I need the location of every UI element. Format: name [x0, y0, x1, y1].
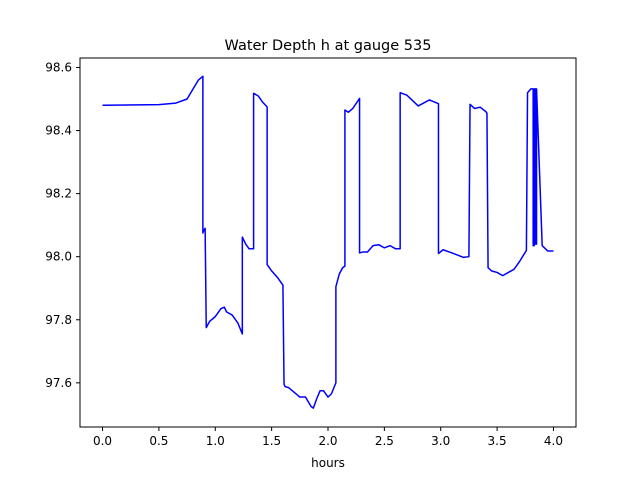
- x-tick-label: 0.0: [93, 434, 112, 448]
- y-tick-label: 98.0: [45, 250, 72, 264]
- plot-frame: [79, 57, 577, 428]
- series-layer: [102, 75, 554, 409]
- x-tick-label: 2.5: [375, 434, 394, 448]
- x-tick-label: 0.5: [149, 434, 168, 448]
- x-tick-label: 3.5: [488, 434, 507, 448]
- y-tick-label: 97.6: [45, 376, 72, 390]
- chart-title: Water Depth h at gauge 535: [225, 38, 432, 54]
- x-tick-label: 4.0: [544, 434, 563, 448]
- x-tick-label: 1.0: [206, 434, 225, 448]
- y-tick-label: 97.8: [45, 313, 72, 327]
- y-tick-label: 98.4: [45, 124, 72, 138]
- y-tick-label: 98.6: [45, 60, 72, 74]
- x-tick-label: 3.0: [431, 434, 450, 448]
- x-axis-label: hours: [311, 456, 345, 470]
- x-tick-label: 2.0: [318, 434, 337, 448]
- y-tick-label: 98.2: [45, 187, 72, 201]
- series-line: [102, 75, 554, 409]
- ticks-layer: 0.0 0.5 1.0 1.5 2.0 2.5 3.0 3.5 4.0 97.6 97.8 98.0 9…: [45, 60, 563, 448]
- x-tick-label: 1.5: [262, 434, 281, 448]
